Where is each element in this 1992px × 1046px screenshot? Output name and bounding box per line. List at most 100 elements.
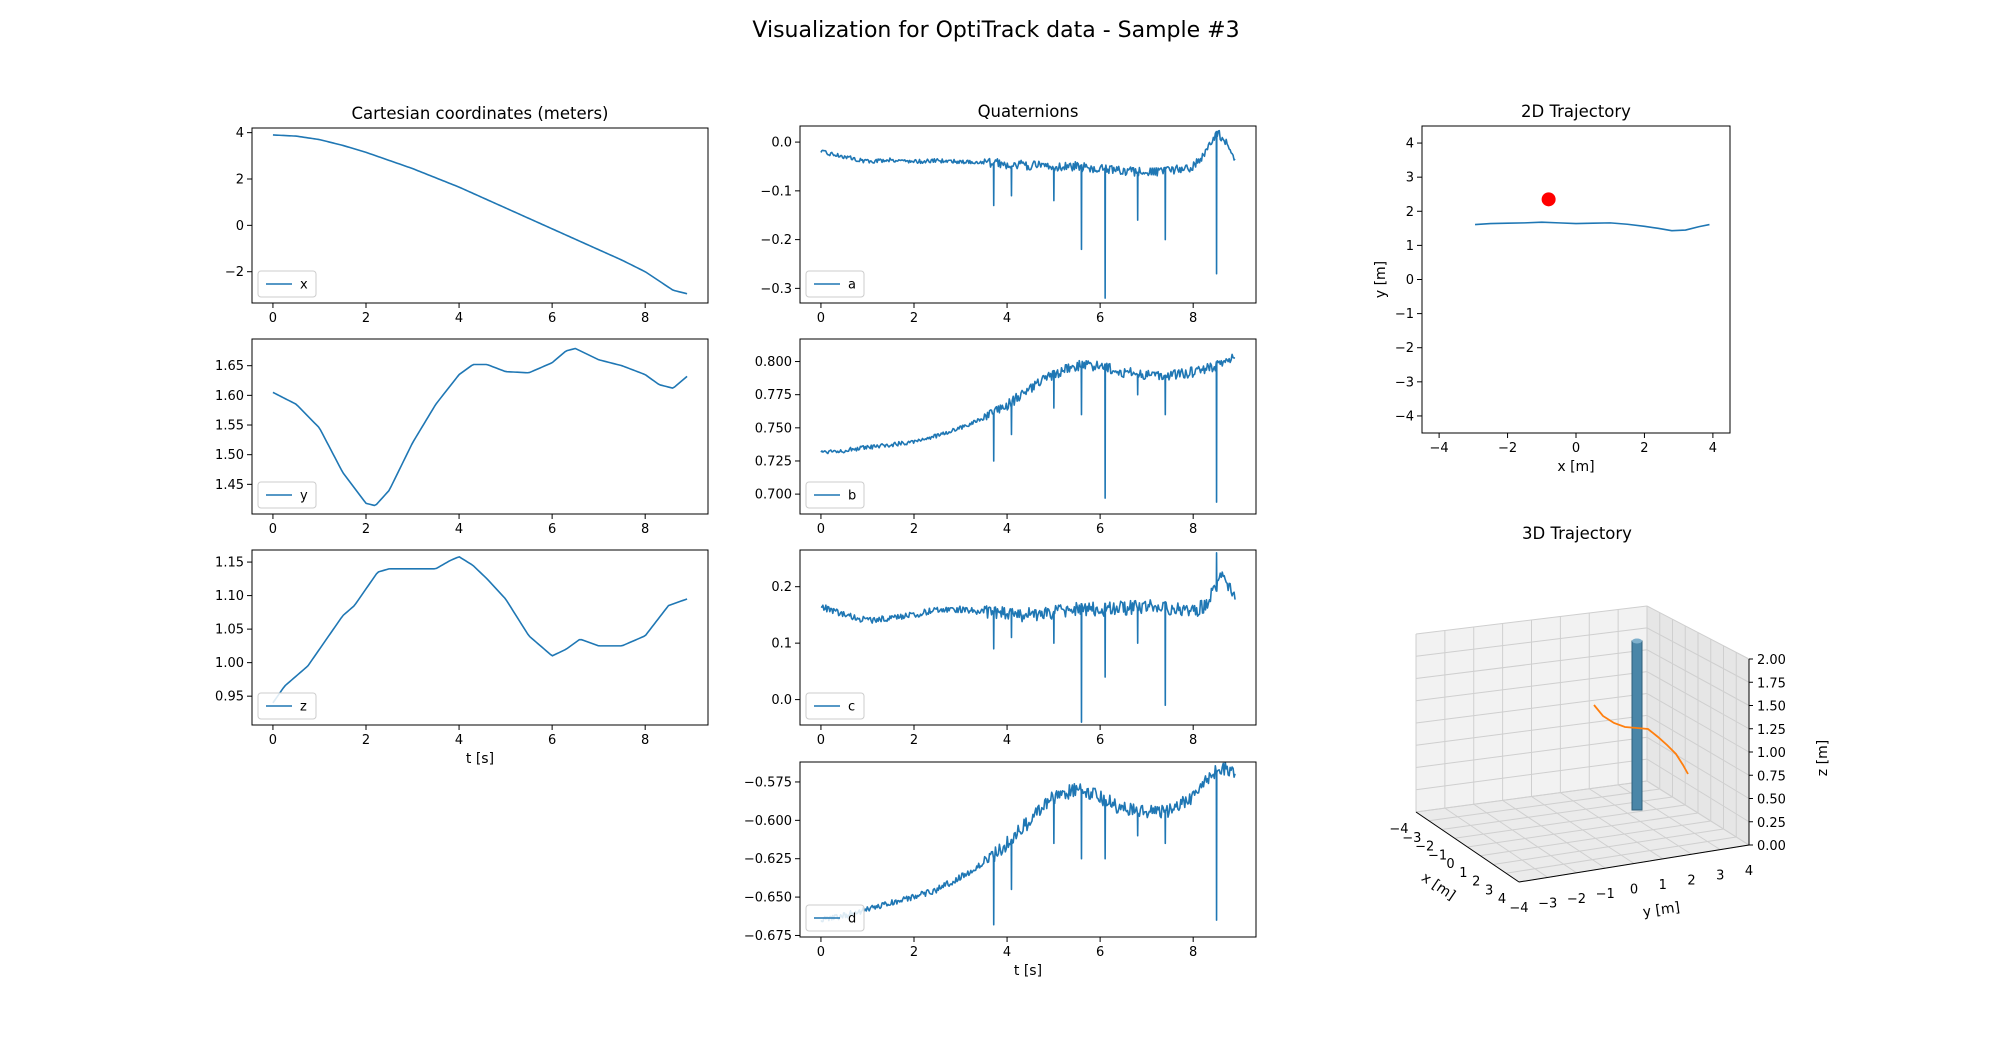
series-line-b (820, 353, 1236, 503)
y-tick-label: 1.50 (215, 448, 244, 463)
legend-label: d (848, 912, 856, 927)
panel-title: Quaternions (978, 102, 1079, 121)
x-tick-label: 0 (269, 311, 277, 326)
y-tick-label: 0 (236, 219, 244, 234)
x-tick-label: 4 (1709, 441, 1717, 456)
grid-line (1646, 714, 1750, 776)
x-tick-label: 8 (641, 311, 649, 326)
y-tick-label: 1.05 (215, 623, 244, 638)
axes-frame (799, 549, 1257, 726)
y-tick-label: −4 (1395, 409, 1414, 424)
y-tick-label: −0.2 (760, 233, 792, 248)
panel-b: 0 2 4 6 8 0.700 0.725 0.750 0.775 0.800 b (755, 338, 1257, 537)
grid-line (1646, 671, 1750, 730)
x-tick-label: −4 (1430, 441, 1449, 456)
x-tick-label: 8 (1189, 522, 1197, 537)
y-tick-label: −0.1 (760, 184, 792, 199)
axes-frame (799, 125, 1257, 304)
x-tick-label: 8 (1189, 945, 1197, 960)
z-tick-label: 2.00 (1757, 653, 1786, 668)
y-tick-label: 0.2 (771, 580, 792, 595)
y-tick-label: 3 (1406, 171, 1414, 186)
grid-line (1646, 627, 1750, 683)
grid-line (1415, 780, 1648, 813)
legend-label: c (848, 700, 855, 715)
series-line-z (272, 556, 688, 704)
legend: z (257, 692, 317, 720)
panel-c: 0 2 4 6 8 0.0 0.1 0.2 c (771, 549, 1257, 748)
x-tick-label: 0 (817, 522, 825, 537)
z-tick-label: 0.25 (1757, 816, 1786, 831)
x-tick-label: 4 (1003, 733, 1011, 748)
y-tick-label: 1.55 (215, 419, 244, 434)
y-tick-label: 0.725 (755, 454, 792, 469)
y-tick-label: −2 (1567, 892, 1586, 907)
x-tick-label: 2 (910, 311, 918, 326)
series-line-c (820, 552, 1236, 723)
y-tick-label: 0.750 (755, 421, 792, 436)
y-tick-label: 0.1 (771, 637, 792, 652)
grid-line (1444, 807, 1549, 878)
y-tick-label: −0.650 (744, 891, 792, 906)
y-tick-label: −0.3 (760, 282, 792, 297)
y-tick-label: −0.675 (744, 929, 792, 944)
x-tick-label: 0 (269, 733, 277, 748)
x-tick-label: 2 (910, 733, 918, 748)
y-tick-label: 1.10 (215, 589, 244, 604)
legend: c (805, 692, 865, 720)
grid-line (1646, 649, 1750, 706)
x-tick-label: 8 (1189, 733, 1197, 748)
grid-line (1415, 627, 1648, 657)
grid-line (1646, 736, 1750, 799)
legend-label: b (848, 489, 856, 504)
x-axis-label: x [m] (1557, 459, 1594, 475)
axis-line (1415, 811, 1520, 883)
x-tick-label: 0 (817, 311, 825, 326)
panel-title: 3D Trajectory (1522, 524, 1632, 543)
y-tick-label: 1.15 (215, 556, 244, 571)
grid-line (1415, 758, 1648, 791)
panel-x: 0 2 4 6 8 −2 0 2 4 Cartesian coordinates (meters)… (225, 104, 709, 326)
y-tick-label: −3 (1395, 375, 1414, 390)
x-tick-label: −2 (1498, 441, 1517, 456)
obstacle-pillar-top (1632, 638, 1642, 644)
x-tick-label: 2 (910, 522, 918, 537)
x-tick-label: 4 (1003, 945, 1011, 960)
legend-label: x (300, 278, 308, 293)
y-tick-label: −4 (1509, 901, 1528, 916)
panel-title: Cartesian coordinates (meters) (352, 104, 609, 123)
x-tick-label: 4 (1498, 892, 1506, 907)
y-tick-label: −3 (1538, 896, 1557, 911)
x-tick-label: −3 (1402, 831, 1421, 846)
axes-frame (1421, 125, 1731, 434)
legend-label: z (300, 700, 307, 715)
legend: b (805, 481, 865, 509)
axes-frame (251, 127, 709, 304)
grid-line (1415, 736, 1648, 768)
series-line-a (820, 129, 1236, 299)
grid-line (1560, 792, 1664, 860)
y-tick-label: 1.45 (215, 478, 244, 493)
legend-label: a (848, 278, 856, 293)
y-axis-label: y [m] (1642, 900, 1681, 921)
legend-label: y (300, 489, 308, 504)
x-tick-label: 0 (1446, 857, 1454, 872)
axes-frame (799, 761, 1257, 938)
z-tick-label: 0.00 (1757, 839, 1786, 854)
z-tick-label: 1.50 (1757, 700, 1786, 715)
panel-traj2d: −4 −2 0 2 4 −4 −3 −2 −1 0 1 2 3 4 2D Trajectory x [m] y … (1373, 102, 1731, 475)
x-tick-label: 4 (1003, 522, 1011, 537)
x-tick-label: −1 (1428, 848, 1447, 863)
y-tick-label: 0 (1406, 273, 1414, 288)
series-line-traj2d (1474, 221, 1710, 232)
x-tick-label: 6 (548, 522, 556, 537)
y-tick-label: 1.00 (215, 656, 244, 671)
z-tick-label: 0.75 (1757, 769, 1786, 784)
axes-frame (251, 549, 709, 726)
y-tick-label: 1.65 (215, 359, 244, 374)
figure-title: Visualization for OptiTrack data - Sampl… (752, 18, 1239, 43)
x-axis-label: x [m] (1418, 870, 1458, 904)
y-tick-label: 4 (1745, 864, 1753, 879)
y-tick-label: −0.575 (744, 775, 792, 790)
y-tick-label: 0.0 (771, 693, 792, 708)
